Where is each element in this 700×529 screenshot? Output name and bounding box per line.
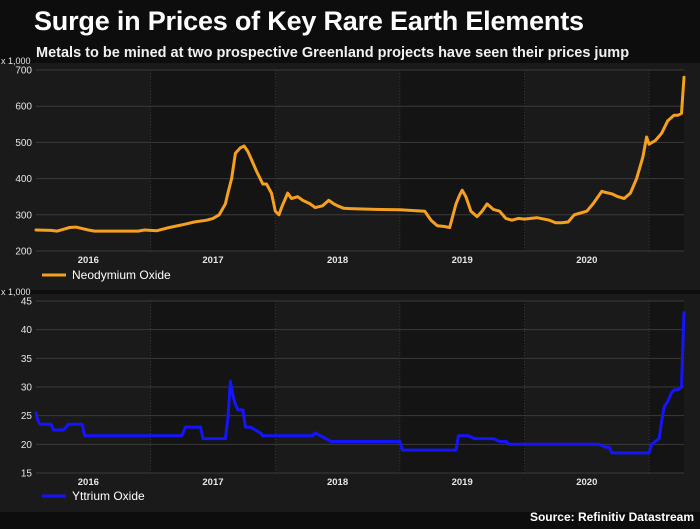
year-band <box>399 70 525 251</box>
x-tick-label: 2018 <box>327 477 348 488</box>
series-line-1-1 <box>34 75 686 233</box>
panel-background <box>0 294 700 512</box>
y-tick-label: 400 <box>15 174 32 185</box>
legend-label: Neodymium Oxide <box>72 268 171 282</box>
legend-label: Yttrium Oxide <box>72 489 145 503</box>
x-tick-label: 2017 <box>202 255 223 266</box>
unit-label: x 1,000 <box>1 287 31 297</box>
panel-background <box>0 63 700 290</box>
y-tick-label: 25 <box>21 411 33 422</box>
chart-title: Surge in Prices of Key Rare Earth Elemen… <box>34 6 584 36</box>
year-band <box>150 70 276 251</box>
x-tick-label: 2016 <box>78 477 99 488</box>
y-tick-label: 45 <box>21 297 33 308</box>
chart-panel-2: 15 20 25 30 35 40 45x 1,000 2016 2017 2018 2019 202… <box>0 287 700 512</box>
y-tick-label: 40 <box>21 325 33 336</box>
legend-item: Yttrium Oxide <box>42 489 145 503</box>
chart-subtitle: Metals to be mined at two prospective Gr… <box>36 45 630 61</box>
x-tick-label: 2019 <box>452 255 473 266</box>
y-tick-label: 600 <box>15 102 32 113</box>
unit-label: x 1,000 <box>1 56 31 66</box>
legend-item: Neodymium Oxide <box>42 268 171 282</box>
y-tick-label: 35 <box>21 354 33 365</box>
x-tick-label: 2020 <box>576 477 597 488</box>
y-tick-label: 200 <box>15 247 32 258</box>
y-tick-label: 700 <box>15 66 32 77</box>
x-tick-label: 2019 <box>452 477 473 488</box>
y-tick-label: 20 <box>21 440 33 451</box>
x-tick-label: 2020 <box>576 255 597 266</box>
x-tick-label: 2017 <box>202 477 223 488</box>
source-note: Source: Refinitiv Datastream <box>529 510 694 524</box>
y-tick-label: 15 <box>21 469 33 480</box>
x-tick-label: 2016 <box>78 255 99 266</box>
y-tick-label: 500 <box>15 138 32 149</box>
year-band <box>649 70 684 251</box>
series-line-2-1 <box>34 311 686 455</box>
y-tick-label: 300 <box>15 210 32 221</box>
x-tick-label: 2018 <box>327 255 348 266</box>
y-tick-label: 30 <box>21 383 33 394</box>
